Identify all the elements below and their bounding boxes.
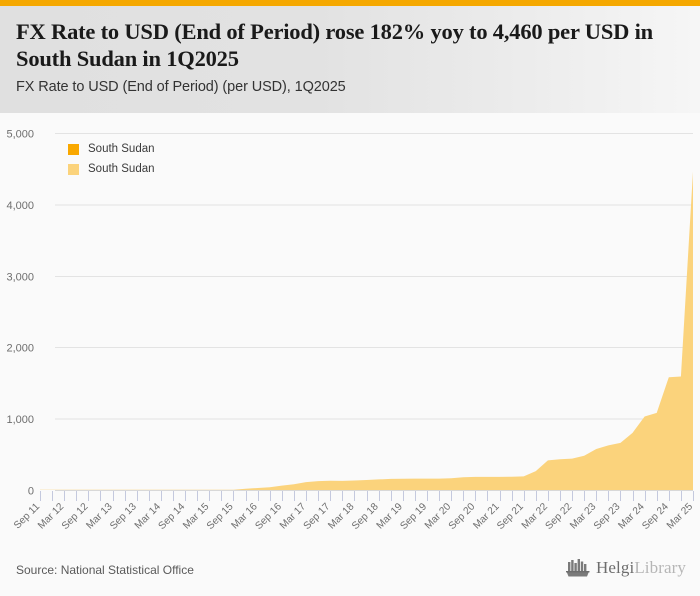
x-axis-tick-label: Mar 25 [665, 501, 695, 531]
x-axis-tick-label: Sep 21 [495, 501, 526, 532]
x-axis-tick-label: Sep 18 [350, 501, 381, 532]
top-accent-bar [0, 0, 700, 6]
x-axis-tick-label: Sep 12 [60, 501, 91, 532]
x-axis-tick-label: Sep 16 [253, 501, 284, 532]
x-axis-tick-group: Sep 20 [447, 501, 478, 532]
x-axis-tick-group: Sep 23 [592, 501, 623, 532]
x-axis-tick-label: Sep 13 [108, 501, 139, 532]
chart-subtitle: FX Rate to USD (End of Period) (per USD)… [16, 79, 346, 95]
chart-header: FX Rate to USD (End of Period) rose 182%… [0, 6, 700, 113]
x-axis-tick-label: Sep 14 [157, 501, 188, 532]
y-axis-tick-label: 3,000 [6, 271, 34, 283]
legend-item-0[interactable]: South Sudan [68, 139, 155, 159]
chart-footer: Source: National Statistical Office Helg… [0, 546, 700, 596]
logo-library: Library [634, 558, 686, 577]
library-book-icon [566, 559, 590, 577]
x-axis-tick-label: Sep 20 [447, 501, 478, 532]
x-axis-tick-label: Sep 11 [12, 501, 42, 531]
y-axis-tick-label: 0 [28, 486, 34, 498]
legend-label-0: South Sudan [88, 143, 155, 155]
logo-wordmark: HelgiLibrary [596, 558, 686, 578]
logo-helgi: Helgi [596, 558, 635, 577]
source-note: Source: National Statistical Office [16, 563, 194, 577]
x-axis-tick-label: Sep 24 [640, 501, 671, 532]
y-axis-tick-label: 1,000 [6, 414, 34, 426]
series-area-south-sudan [40, 171, 693, 490]
x-axis-tick-group: Sep 11 [12, 501, 42, 531]
x-axis-tick-label: Sep 19 [399, 501, 430, 532]
x-axis-tick-group: Sep 13 [108, 501, 139, 532]
legend-swatch-solid [68, 143, 79, 155]
y-axis-tick-label: 5,000 [6, 129, 34, 141]
x-axis-tick-group: Sep 21 [495, 501, 526, 532]
x-axis-tick-label: Sep 22 [544, 501, 575, 532]
x-axis-tick-group: Sep 24 [640, 501, 671, 532]
x-axis-tick-group: Sep 16 [253, 501, 284, 532]
page-title: FX Rate to USD (End of Period) rose 182%… [16, 19, 653, 71]
y-axis-tick-label: 4,000 [6, 200, 34, 212]
chart-legend: South Sudan South Sudan [68, 139, 155, 179]
x-axis-tick-group: Sep 17 [302, 501, 333, 532]
x-axis-tick-group: Sep 14 [157, 501, 188, 532]
x-axis-tick-group: Sep 12 [60, 501, 91, 532]
x-axis-tick-group: Sep 19 [399, 501, 430, 532]
legend-label-1: South Sudan [88, 163, 155, 175]
x-axis-tick-label: Sep 23 [592, 501, 623, 532]
helgi-library-logo[interactable]: HelgiLibrary [566, 558, 686, 578]
x-axis-tick-group: Sep 18 [350, 501, 381, 532]
legend-swatch-fill [68, 163, 79, 175]
x-axis-tick-group: Sep 15 [205, 501, 236, 532]
x-axis-tick-group: Sep 22 [544, 501, 575, 532]
x-axis-tick-label: Sep 17 [302, 501, 333, 532]
plot-area: South Sudan South Sudan 0 1,000 2,000 3,000… [0, 113, 700, 546]
x-axis-tick-label: Sep 15 [205, 501, 236, 532]
x-axis-tick-group: Mar 25 [665, 501, 695, 531]
legend-item-1[interactable]: South Sudan [68, 159, 155, 179]
y-axis-tick-label: 2,000 [6, 343, 34, 355]
